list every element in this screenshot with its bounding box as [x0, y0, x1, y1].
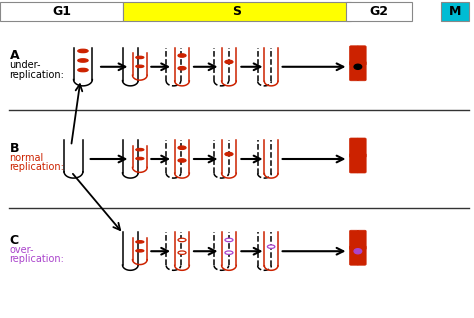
Ellipse shape: [136, 241, 144, 243]
Ellipse shape: [78, 59, 88, 62]
FancyBboxPatch shape: [357, 138, 366, 157]
Circle shape: [354, 64, 362, 69]
Text: G1: G1: [52, 5, 71, 17]
Ellipse shape: [136, 56, 144, 59]
Text: replication:: replication:: [9, 70, 64, 80]
FancyBboxPatch shape: [346, 2, 412, 21]
Ellipse shape: [178, 159, 186, 162]
Ellipse shape: [267, 245, 275, 248]
Text: replication:: replication:: [9, 162, 64, 172]
FancyBboxPatch shape: [357, 246, 366, 265]
Ellipse shape: [225, 152, 233, 156]
FancyBboxPatch shape: [350, 154, 358, 173]
Circle shape: [354, 249, 362, 254]
Ellipse shape: [225, 238, 233, 242]
FancyBboxPatch shape: [350, 138, 358, 157]
Ellipse shape: [136, 149, 144, 151]
Ellipse shape: [78, 49, 88, 53]
Ellipse shape: [178, 54, 186, 57]
Text: G2: G2: [370, 5, 389, 17]
FancyBboxPatch shape: [350, 46, 358, 65]
FancyBboxPatch shape: [350, 246, 358, 265]
FancyBboxPatch shape: [357, 154, 366, 173]
Text: C: C: [9, 234, 18, 247]
FancyBboxPatch shape: [350, 230, 358, 250]
Ellipse shape: [178, 66, 186, 70]
Ellipse shape: [178, 251, 186, 254]
Text: normal: normal: [9, 153, 44, 162]
Ellipse shape: [136, 65, 144, 67]
FancyBboxPatch shape: [357, 230, 366, 250]
Ellipse shape: [225, 60, 233, 64]
FancyBboxPatch shape: [357, 46, 366, 65]
Text: M: M: [449, 5, 461, 17]
Ellipse shape: [178, 238, 186, 242]
Text: B: B: [9, 142, 19, 155]
Ellipse shape: [178, 146, 186, 149]
Ellipse shape: [136, 250, 144, 252]
FancyBboxPatch shape: [441, 2, 469, 21]
Text: A: A: [9, 49, 19, 62]
Circle shape: [354, 156, 362, 162]
Ellipse shape: [78, 68, 88, 72]
FancyBboxPatch shape: [357, 61, 366, 81]
FancyBboxPatch shape: [350, 61, 358, 81]
FancyBboxPatch shape: [123, 2, 351, 21]
Ellipse shape: [225, 251, 233, 254]
Text: under-: under-: [9, 60, 41, 70]
Text: over-: over-: [9, 245, 34, 255]
FancyBboxPatch shape: [0, 2, 123, 21]
Ellipse shape: [136, 157, 144, 160]
Text: replication:: replication:: [9, 254, 64, 264]
Text: S: S: [233, 5, 241, 17]
